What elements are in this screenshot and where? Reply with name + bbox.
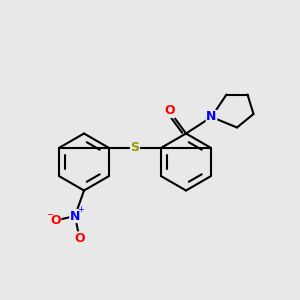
Text: S: S xyxy=(130,141,140,154)
Text: O: O xyxy=(74,232,85,245)
Text: O: O xyxy=(164,104,175,118)
Text: −: − xyxy=(46,211,54,220)
Text: N: N xyxy=(206,110,217,124)
Text: O: O xyxy=(50,214,61,227)
Text: +: + xyxy=(77,206,84,214)
Text: N: N xyxy=(70,209,80,223)
